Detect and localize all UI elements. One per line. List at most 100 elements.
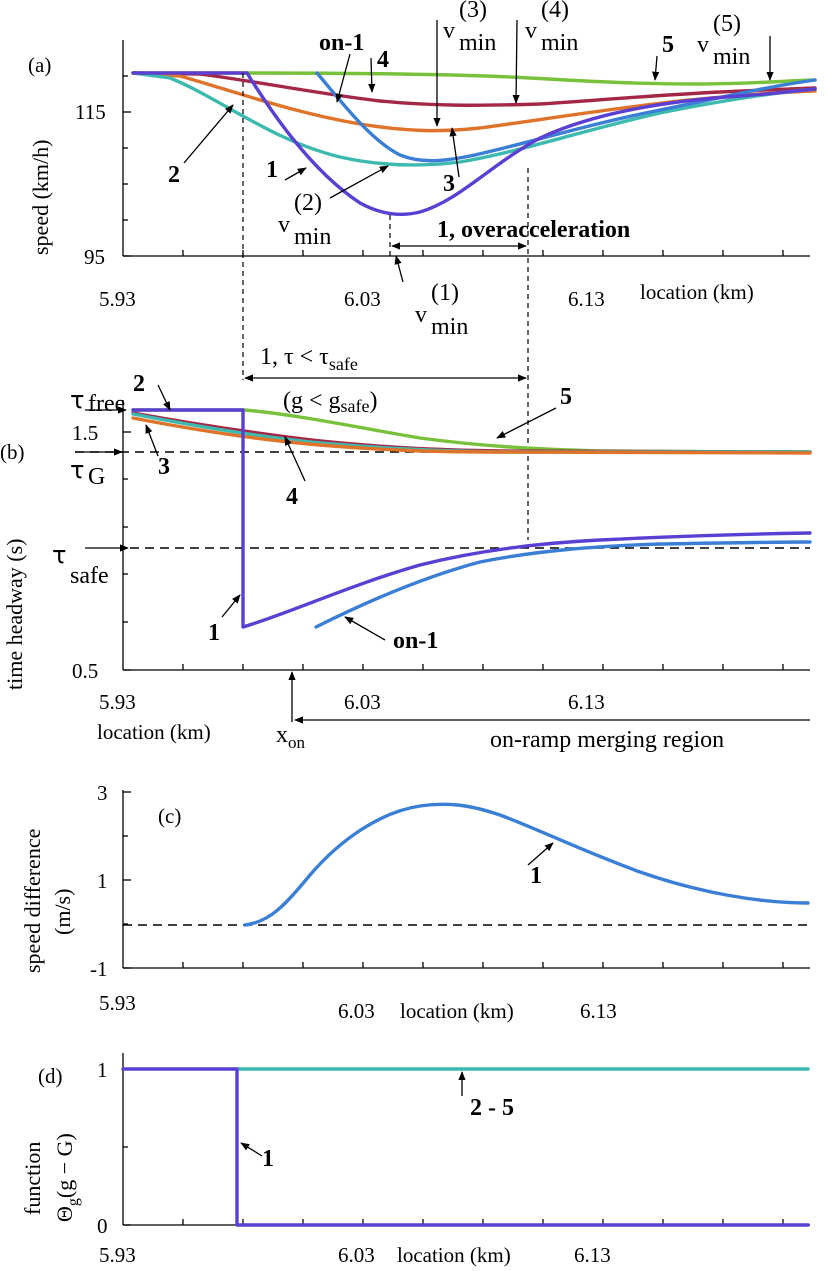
a-overaccel-label: 1, overacceleration (437, 217, 630, 243)
b-curve-3 (131, 416, 812, 455)
b-arrow-2 (157, 384, 171, 411)
a-ylabel: speed (km/h) (28, 140, 53, 255)
b-xon: xon (276, 722, 306, 752)
a-label-on1: on-1 (319, 30, 364, 56)
d-xlabel: location (km) (397, 1243, 511, 1267)
c-ylabel2: (m/s) (50, 889, 75, 935)
c-xtick-613: 6.13 (580, 999, 617, 1023)
c-curve-1 (243, 802, 810, 927)
a-arrow-4 (368, 57, 376, 93)
a-vmin5-sup: (5) (713, 11, 741, 37)
b-arrow-on1 (344, 616, 386, 641)
a-vmin3: v min (3) (433, 0, 496, 127)
a-arrow-1 (284, 167, 307, 181)
a-label-4: 4 (377, 47, 389, 73)
c-ylabel1: speed difference (20, 829, 45, 973)
a-vmin1-min: min (431, 314, 468, 340)
panel-b: (b) 1.5 0.5 time headway (s) 5.93 6.03 6… (0, 344, 812, 753)
a-vmin3-min: min (459, 30, 496, 56)
d-xtick-593: 5.93 (99, 1243, 136, 1267)
a-vmin5: v min (5) (697, 11, 774, 81)
b-arrow-3 (145, 424, 159, 457)
b-tauG-tau: τ (70, 456, 84, 484)
a-vmin3-v: v (443, 18, 455, 44)
d-ylabel2-theta: Θ (52, 1206, 77, 1222)
a-vmin4-sup: (4) (541, 0, 569, 23)
b-xtick-603: 6.03 (344, 690, 381, 714)
b-label-4: 4 (286, 484, 298, 510)
a-vmin2-sup: (2) (294, 190, 322, 216)
b-taufree-sub: free (88, 391, 125, 417)
b-xon-x: x (276, 722, 288, 748)
b-cond1-text: 1, τ < τ (260, 344, 329, 370)
a-vmin1: v min (1) (394, 255, 468, 340)
c-xtick-603: 6.03 (338, 999, 375, 1023)
d-xtick-613: 6.13 (574, 1243, 611, 1267)
a-curve-1 (131, 71, 817, 216)
a-label-1: 1 (266, 157, 278, 183)
panel-a: (a) 115 95 speed (km/h) 5.93 6.03 6.13 l… (28, 0, 817, 540)
d-ytick-0: 0 (97, 1214, 108, 1238)
b-cond2-sub: safe (341, 396, 370, 416)
b-label-5: 5 (560, 384, 572, 410)
d-label-1: 1 (262, 1146, 274, 1172)
a-arrow-on1 (335, 53, 351, 103)
d-ylabel2: Θg(g − G) (52, 1133, 82, 1222)
c-xtick-593: 5.93 (99, 991, 136, 1015)
a-ticks (123, 75, 784, 257)
d-ticks (123, 1068, 784, 1226)
d-label-25: 2 - 5 (470, 1095, 514, 1121)
c-arrow-1 (527, 842, 554, 866)
b-curves (131, 408, 812, 629)
a-ytick-95: 95 (84, 245, 105, 269)
b-ytick-15: 1.5 (72, 421, 98, 445)
a-vmin4-min: min (541, 30, 578, 56)
a-vmin4: v min (4) (512, 0, 578, 104)
b-panel-label: (b) (0, 440, 25, 464)
a-arrow-3 (449, 127, 460, 178)
b-curve-2 (131, 412, 812, 454)
a-panel-label: (a) (28, 53, 51, 77)
a-vmin5-v: v (697, 32, 709, 58)
b-label-2: 2 (133, 371, 145, 397)
a-xtick-603: 6.03 (344, 287, 381, 311)
d-ytick-1: 1 (97, 1058, 108, 1082)
b-xtick-593: 5.93 (99, 690, 136, 714)
b-cond1: 1, τ < τsafe (260, 344, 358, 374)
a-vmin3-sup: (3) (459, 0, 487, 23)
d-arrow-1 (240, 1142, 263, 1157)
panel-c: (c) 3 1 -1 speed difference (m/s) 5.93 6… (20, 781, 810, 1023)
a-arrow-2 (183, 104, 234, 164)
c-xlabel: location (km) (400, 999, 514, 1023)
b-arrow-4 (284, 436, 306, 482)
c-ytick-3: 3 (97, 781, 108, 805)
d-panel-label: (d) (38, 1064, 63, 1088)
b-label-1: 1 (208, 620, 220, 646)
a-vmin1-v: v (415, 302, 427, 328)
b-taufree-tau: τ (70, 386, 84, 414)
b-cond2-close: ) (370, 388, 378, 414)
d-xtick-603: 6.03 (338, 1243, 375, 1267)
a-vmin2-min: min (294, 224, 331, 250)
d-ylabel1: function (20, 1142, 45, 1215)
b-ticks (123, 431, 784, 671)
a-label-2: 2 (168, 162, 180, 188)
a-vmin1-sup: (1) (431, 280, 459, 306)
b-label-on1: on-1 (393, 628, 438, 654)
c-label-1: 1 (530, 863, 542, 889)
b-cond2-text: (g < g (283, 388, 341, 414)
a-curve-5 (131, 71, 817, 86)
a-label-3: 3 (443, 171, 455, 197)
b-merging-label: on-ramp merging region (490, 727, 724, 753)
a-curves (131, 71, 817, 216)
a-curve-4 (131, 71, 817, 107)
a-xlabel: location (km) (640, 280, 754, 304)
c-panel-label: (c) (158, 804, 181, 828)
b-ytick-05: 0.5 (72, 659, 98, 683)
b-curve-1 (131, 408, 812, 629)
a-ytick-115: 115 (75, 100, 106, 124)
b-ylabel: time headway (s) (2, 539, 27, 691)
c-ytick-1: 1 (97, 869, 108, 893)
b-xlabel: location (km) (97, 720, 211, 744)
